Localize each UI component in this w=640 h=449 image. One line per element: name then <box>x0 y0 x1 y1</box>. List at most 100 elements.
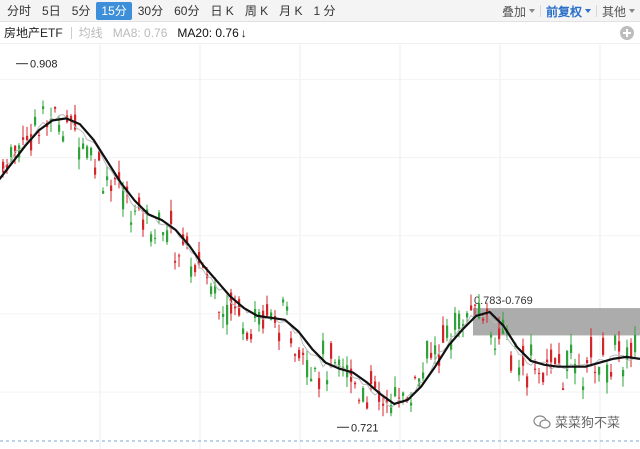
divider <box>595 5 597 17</box>
candle-body <box>14 145 17 153</box>
candle-body <box>294 354 297 356</box>
candle-body <box>434 345 437 355</box>
candle-body <box>622 370 625 377</box>
candle-body <box>98 151 101 161</box>
candle-body <box>318 378 321 390</box>
candle-body <box>466 312 469 318</box>
candle-body <box>162 232 165 236</box>
candle-body <box>22 137 25 140</box>
low-marker: 0.721 <box>337 422 379 434</box>
candle-body <box>38 135 41 137</box>
candle-body <box>62 136 65 142</box>
candle-body <box>118 172 121 181</box>
ma-type-label[interactable]: 均线 <box>78 26 103 40</box>
watermark: 菜菜狗不菜 <box>533 412 620 431</box>
candle-body <box>210 286 213 295</box>
candle-body <box>334 362 337 364</box>
candle-body <box>442 325 445 343</box>
candle-body <box>474 304 477 306</box>
candle-body <box>354 382 357 385</box>
candle-body <box>30 134 33 151</box>
zoom-plus-icon[interactable] <box>620 26 634 40</box>
candle-body <box>2 161 5 173</box>
candle-body <box>374 381 377 389</box>
candle-body <box>158 212 161 220</box>
candle-body <box>50 119 53 122</box>
candle-body <box>198 252 201 264</box>
indicator-legend: 房地产ETF 均线 MA8: 0.76 MA20: 0.76 ↓ <box>0 22 640 44</box>
candle-body <box>110 185 113 192</box>
candle-body <box>338 359 341 367</box>
tab-timeframe[interactable]: 15分 <box>96 1 132 20</box>
candle-body <box>394 387 397 397</box>
candle-body <box>630 342 633 358</box>
candle-body <box>390 405 393 414</box>
divider <box>70 26 72 39</box>
watermark-text: 菜菜狗不菜 <box>554 415 620 430</box>
candle-body <box>102 190 105 194</box>
candle-body <box>326 380 329 385</box>
toolbar: 分时 5日 5分 15分 30分 60分日 K 周 K 月 K 1 分 叠加 前复权 其他 <box>0 0 640 22</box>
chevron-down-icon <box>528 9 535 13</box>
candle-body <box>494 348 497 351</box>
adjust-dropdown[interactable]: 前复权 <box>541 3 596 20</box>
tab-timeframe[interactable]: 5分 <box>71 3 91 18</box>
candle-body <box>130 222 133 225</box>
adjust-label: 前复权 <box>545 4 582 19</box>
candle-body <box>114 177 117 180</box>
ma20-line <box>0 117 640 405</box>
other-label: 其他 <box>601 4 626 19</box>
candle-body <box>422 372 425 379</box>
candle-body <box>378 391 381 402</box>
candle-body <box>298 349 301 359</box>
candle-body <box>270 312 273 321</box>
tab-timeframe[interactable]: 60分 <box>174 3 200 18</box>
tab-timeframe[interactable]: 分时 <box>7 3 32 18</box>
ma8-value: MA8: 0.76 <box>112 25 168 40</box>
candle-body <box>242 328 245 335</box>
overlay-dropdown[interactable]: 叠加 <box>497 3 540 20</box>
tab-timeframe[interactable]: 月 K <box>279 3 303 18</box>
overlay-label: 叠加 <box>501 4 526 19</box>
candle-body <box>602 337 605 355</box>
candle-body <box>574 363 577 374</box>
candle-body <box>310 378 313 382</box>
candle-body <box>142 219 145 230</box>
candle-body <box>590 337 593 358</box>
candle-body <box>366 402 369 409</box>
candle-body <box>470 305 473 311</box>
candle-body <box>70 115 73 122</box>
candle-body <box>178 255 181 257</box>
candle-body <box>454 312 457 330</box>
other-dropdown[interactable]: 其他 <box>597 3 640 20</box>
candle-body <box>258 312 261 325</box>
candle-body <box>410 402 413 406</box>
tab-timeframe[interactable]: 5日 <box>42 3 61 18</box>
candle-body <box>358 400 361 402</box>
candle-body <box>6 163 9 171</box>
candle-body <box>86 146 89 158</box>
candlestick-chart[interactable]: 0.783-0.769 0.908 0.721 菜菜狗不菜 <box>0 44 640 449</box>
candle-body <box>538 373 541 375</box>
tab-timeframe[interactable]: 日 K <box>210 3 234 18</box>
candle-body <box>186 236 189 243</box>
candle-body <box>10 147 13 158</box>
tab-timeframe[interactable]: 周 K <box>244 3 269 18</box>
high-label: 0.908 <box>30 59 58 71</box>
candle-body <box>174 260 177 263</box>
zone-label: 0.783-0.769 <box>474 295 533 307</box>
candle-body <box>490 334 493 338</box>
candle-body <box>350 368 353 382</box>
candle-body <box>430 352 433 358</box>
security-name: 房地产ETF <box>4 26 63 40</box>
candle-body <box>266 304 269 316</box>
candle-body <box>278 332 281 342</box>
candle-body <box>510 355 513 371</box>
candle-body <box>582 386 585 391</box>
candle-body <box>570 344 573 353</box>
tab-timeframe[interactable]: 30分 <box>137 3 164 18</box>
candle-body <box>18 145 21 158</box>
candle-body <box>154 237 157 239</box>
candle-body <box>458 313 461 330</box>
tab-timeframe[interactable]: 1 分 <box>313 3 336 18</box>
